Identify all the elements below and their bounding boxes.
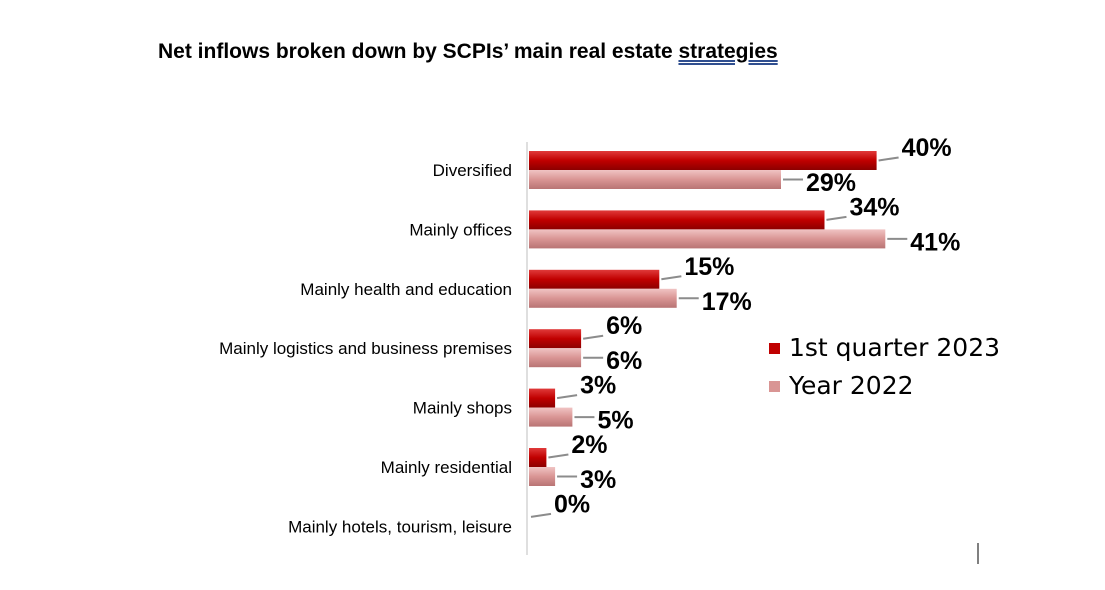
value-label: 6% bbox=[606, 347, 642, 375]
category-label: Mainly offices bbox=[409, 220, 512, 239]
leader-line bbox=[878, 156, 899, 162]
bar bbox=[529, 210, 825, 230]
bar bbox=[529, 229, 886, 249]
legend-swatch bbox=[769, 343, 780, 354]
leader-line bbox=[661, 275, 682, 281]
bar bbox=[529, 151, 877, 170]
bar bbox=[529, 467, 556, 486]
bar bbox=[529, 288, 677, 308]
legend-label: Year 2022 bbox=[788, 371, 914, 400]
leader-line bbox=[556, 394, 578, 400]
category-label: Mainly shops bbox=[413, 399, 512, 418]
bar bbox=[529, 329, 582, 349]
value-label: 41% bbox=[910, 228, 960, 256]
value-label: 3% bbox=[580, 372, 616, 400]
value-label: 15% bbox=[684, 253, 734, 281]
leader-line bbox=[548, 453, 569, 459]
value-label: 5% bbox=[597, 407, 633, 435]
leader-line bbox=[530, 512, 552, 518]
category-label: Diversified bbox=[433, 161, 512, 180]
value-label: 34% bbox=[849, 193, 899, 221]
leader-line bbox=[582, 334, 604, 340]
value-label: 2% bbox=[571, 431, 607, 459]
legend-swatch bbox=[769, 381, 780, 392]
bar bbox=[529, 407, 573, 427]
category-label: Mainly residential bbox=[381, 458, 512, 477]
value-label: 3% bbox=[580, 466, 616, 494]
category-label: Mainly hotels, tourism, leisure bbox=[288, 517, 512, 536]
bar bbox=[529, 269, 660, 289]
value-label: 17% bbox=[702, 288, 752, 316]
value-label: 0% bbox=[554, 490, 590, 518]
category-label: Mainly health and education bbox=[300, 280, 512, 299]
bar bbox=[529, 388, 556, 408]
bar bbox=[529, 448, 547, 467]
category-label: Mainly logistics and business premises bbox=[219, 339, 512, 358]
leader-line bbox=[826, 215, 847, 221]
value-label: 40% bbox=[902, 134, 952, 162]
chart-title: Net inflows broken down by SCPIs’ main r… bbox=[158, 40, 778, 63]
bar bbox=[529, 170, 781, 189]
legend-label: 1st quarter 2023 bbox=[789, 333, 1000, 362]
value-label: 6% bbox=[606, 312, 642, 340]
value-label: 29% bbox=[806, 169, 856, 197]
bar bbox=[529, 348, 582, 368]
